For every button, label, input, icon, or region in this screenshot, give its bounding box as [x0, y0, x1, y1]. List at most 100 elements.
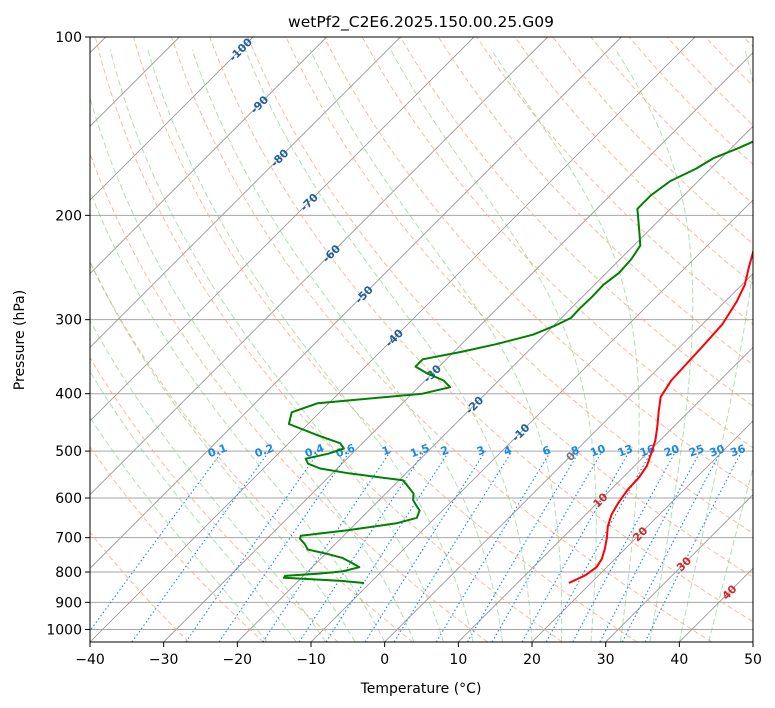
dry-adiabat-line	[437, 37, 753, 366]
moist-adiabat-line	[90, 189, 386, 642]
mixing-ratio-label: 30	[708, 442, 727, 460]
moist-adiabat-line	[615, 49, 694, 642]
isotherm-line	[90, 37, 475, 422]
x-tick-label: 30	[597, 652, 615, 668]
mixing-ratio-line	[262, 450, 392, 642]
mixing-ratio-lines	[90, 450, 743, 642]
y-tick-label: 600	[55, 491, 82, 507]
dry-adiabat-line	[90, 356, 339, 642]
isobars	[90, 37, 753, 630]
dry-adiabat-line	[171, 37, 712, 642]
moist-adiabat-line	[109, 49, 445, 642]
plot-area: -100-90-80-70-60-50-40-30-20-10010203040…	[90, 37, 753, 642]
mixing-ratio-label: 2	[439, 443, 451, 458]
x-axis-label: Temperature (°C)	[360, 681, 482, 697]
mixing-ratio-line	[521, 450, 630, 642]
moist-adiabat-line	[191, 49, 503, 642]
isotherm-line	[90, 37, 696, 642]
mixing-ratio-label: 0.1	[206, 441, 229, 460]
x-tick-label: −10	[296, 652, 326, 668]
moist-adiabat-line	[90, 370, 297, 642]
y-tick-label: 900	[55, 595, 82, 611]
dry-adiabat-line	[132, 37, 638, 642]
x-tick-label: 0	[380, 652, 389, 668]
mixing-ratio-label: 10	[589, 442, 608, 460]
dry-adiabat-line	[361, 37, 753, 449]
y-tick-label: 500	[55, 444, 82, 460]
moist-adiabat-line	[490, 49, 640, 642]
y-axis-ticks: 100 200 300 400 500 600 700 800 900 1000	[46, 30, 90, 638]
isotherm-line	[90, 37, 254, 201]
x-tick-label: −30	[149, 652, 179, 668]
mixing-ratio-label: 3	[475, 444, 487, 459]
isotherm-line	[90, 37, 327, 275]
dry-adiabat-line	[209, 37, 753, 623]
mixing-ratio-label: 6	[541, 443, 553, 458]
isotherm-line	[531, 420, 753, 642]
chart-title: wetPf2_C2E6.2025.150.00.25.G09	[288, 13, 554, 32]
isotherm-line	[163, 52, 753, 642]
y-tick-label: 300	[55, 313, 82, 329]
moist-adiabat-line	[90, 96, 415, 642]
isotherm-line	[90, 37, 548, 496]
dry-adiabat-line	[94, 37, 563, 642]
mixing-ratio-line	[644, 450, 743, 642]
dry-adiabat-line	[90, 152, 488, 642]
isotherm-line	[90, 37, 401, 348]
profiles	[282, 140, 753, 584]
x-tick-label: −20	[223, 652, 253, 668]
moist-adiabat-line	[389, 49, 597, 642]
plot-frame	[89, 36, 754, 643]
dry-adiabat-line	[247, 37, 753, 578]
y-axis-label: Pressure (hPa)	[12, 290, 28, 390]
mixing-ratio-label: 1	[380, 443, 392, 458]
mixing-ratio-label: 0.2	[253, 441, 276, 460]
dry-adiabat-line	[90, 446, 264, 642]
mixing-ratio-line	[393, 450, 513, 642]
moist-adiabat-line	[708, 466, 753, 642]
mixing-ratio-line	[90, 450, 223, 632]
moist-adiabat-line	[90, 416, 268, 642]
dry-adiabat-line	[514, 37, 753, 285]
dewpoint-profile-line	[282, 140, 753, 584]
moist-adiabat-line	[309, 49, 563, 642]
y-tick-label: 1000	[46, 622, 82, 638]
mixing-ratio-label: 0.6	[334, 441, 357, 460]
x-tick-label: 20	[523, 652, 541, 668]
x-tick-label: 40	[670, 652, 688, 668]
mixing-ratio-line	[572, 450, 677, 642]
dry-adiabat-line	[285, 37, 753, 535]
isotherm-line	[605, 494, 753, 642]
isotherms	[90, 37, 753, 642]
x-axis-ticks: −40 −30 −20 −10 0 10 20 30 40 50	[75, 642, 762, 668]
x-tick-label: 10	[449, 652, 467, 668]
isotherm-line	[384, 273, 753, 642]
x-tick-label: 50	[744, 652, 762, 668]
mixing-ratio-line	[131, 450, 270, 642]
dry-adiabat-line	[90, 531, 190, 642]
mixing-ratio-label: 8	[569, 444, 581, 459]
y-tick-label: 800	[55, 565, 82, 581]
mixing-ratio-label: 1.5	[408, 441, 431, 460]
y-tick-label: 100	[55, 30, 82, 46]
y-tick-label: 700	[55, 531, 82, 547]
dry-adiabat-line	[399, 37, 753, 407]
mixing-ratio-label: 25	[687, 442, 706, 459]
y-tick-label: 400	[55, 387, 82, 403]
mixing-ratio-line	[185, 450, 320, 642]
mixing-ratio-line	[298, 450, 425, 642]
isotherm-line	[237, 125, 753, 642]
moist-adiabat-line	[678, 49, 753, 642]
moist-adiabat-line	[244, 49, 533, 642]
mixing-ratio-line	[545, 450, 653, 642]
temperature-profile-line	[568, 248, 753, 584]
mixing-ratio-label: 13	[616, 442, 635, 459]
moist-adiabat-line	[90, 260, 356, 642]
mixing-ratio-label: 4	[502, 443, 514, 458]
x-tick-label: −40	[75, 652, 105, 668]
dry-adiabat-line	[323, 37, 753, 491]
mixing-ratio-line	[218, 450, 351, 642]
